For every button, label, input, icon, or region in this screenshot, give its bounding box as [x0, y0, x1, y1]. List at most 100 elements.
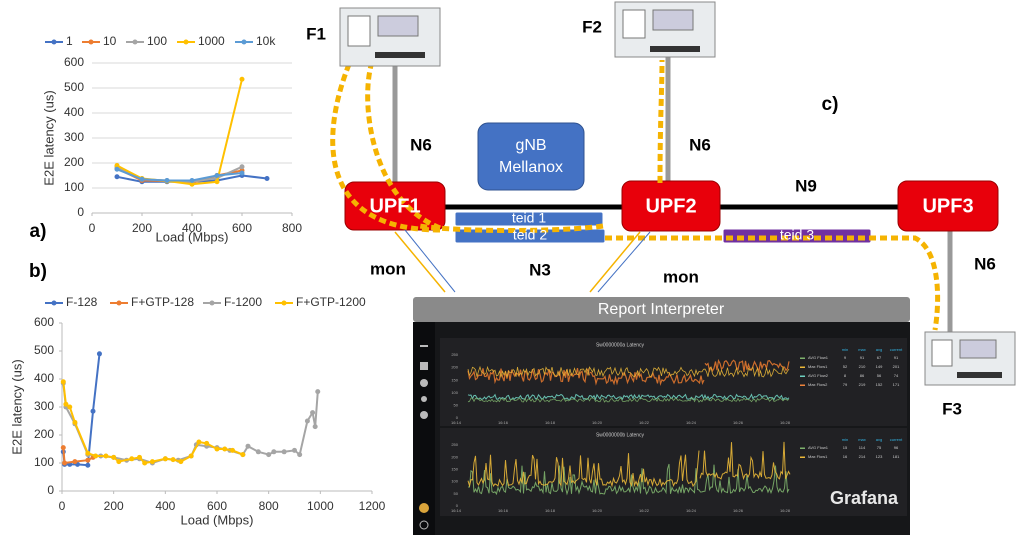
link-label: N6 — [410, 135, 432, 154]
axis-label: 16:18 — [545, 420, 556, 425]
panel-label: b) — [29, 261, 47, 282]
panel-title: Sw0000000a Latency — [596, 342, 645, 348]
point — [97, 351, 102, 356]
legend-swatch — [800, 448, 805, 450]
axis-label: 100 — [451, 390, 458, 395]
line — [117, 79, 242, 184]
server — [340, 8, 440, 66]
table-cell: 75 — [877, 445, 882, 450]
table-cell: 91 — [860, 355, 865, 360]
gnb-box — [478, 123, 584, 190]
legend-marker — [242, 40, 247, 45]
point — [271, 449, 276, 454]
y-axis-label: E2E latency (us) — [41, 90, 56, 185]
legend-marker — [52, 301, 57, 306]
interpreter-label: Report Interpreter — [598, 301, 725, 318]
table-cell: 181 — [893, 454, 900, 459]
gnb-label: gNB — [515, 137, 546, 154]
panel-label: a) — [30, 221, 47, 242]
point — [256, 449, 261, 454]
legend-marker — [184, 40, 189, 45]
server — [925, 332, 1015, 385]
panel-title: Sw0000000b Latency — [596, 432, 645, 438]
table-header: min — [842, 347, 848, 352]
point — [91, 409, 96, 414]
point — [315, 389, 320, 394]
point — [240, 77, 245, 82]
legend-marker — [117, 301, 122, 306]
mon-label: mon — [370, 259, 406, 278]
table-header: min — [842, 437, 848, 442]
point — [61, 379, 66, 384]
table-cell: AVG Flow2 — [808, 373, 829, 378]
point — [240, 452, 245, 457]
x-tick-label: 200 — [132, 221, 152, 235]
axis-label: 150 — [451, 466, 458, 471]
table-cell: 214 — [859, 454, 866, 459]
point — [204, 441, 209, 446]
y-tick-label: 400 — [64, 105, 84, 119]
x-axis-label: Load (Mbps) — [156, 229, 229, 244]
point — [61, 445, 66, 450]
point — [266, 452, 271, 457]
grafana-brand: Grafana — [830, 488, 899, 508]
table-cell: 74 — [894, 373, 899, 378]
point — [190, 178, 195, 183]
table-cell: AVG Flow1 — [808, 355, 829, 360]
legend-marker — [282, 301, 287, 306]
link-label: N3 — [529, 260, 551, 279]
axis-label: 16:28 — [780, 508, 791, 513]
y-axis-label: E2E latency (us) — [9, 359, 24, 454]
table-cell: 96 — [894, 445, 899, 450]
axis-label: 50 — [454, 402, 459, 407]
point — [140, 177, 145, 182]
y-tick-label: 600 — [34, 315, 54, 329]
table-cell: 79 — [843, 382, 848, 387]
point — [230, 448, 235, 453]
table-header: avg — [876, 437, 882, 442]
legend-marker — [133, 40, 138, 45]
x-tick-label: 800 — [282, 221, 302, 235]
point — [171, 457, 176, 462]
point — [282, 449, 287, 454]
axis-label: 100 — [451, 479, 458, 484]
legend-swatch — [800, 457, 805, 459]
point — [292, 448, 297, 453]
table-header: avg — [876, 347, 882, 352]
upf-label: UPF2 — [645, 195, 696, 217]
legend-label: 10 — [103, 34, 117, 48]
table-cell: Max Flow2 — [808, 382, 828, 387]
point — [297, 452, 302, 457]
figure: F1 F2 F3 c) UPF1 UPF2 UPF3 gNB Mellanox … — [0, 0, 1018, 535]
y-tick-label: 200 — [64, 155, 84, 169]
axis-label: 16:22 — [639, 420, 650, 425]
table-cell: 123 — [876, 454, 883, 459]
axis-label: 16:26 — [733, 420, 744, 425]
axis-label: 16:18 — [545, 508, 556, 513]
axis-label: 200 — [451, 454, 458, 459]
point — [240, 164, 245, 169]
x-tick-label: 800 — [259, 499, 279, 513]
gnb-label: Mellanox — [499, 159, 563, 176]
point — [85, 463, 90, 468]
link-label: N6 — [689, 135, 711, 154]
table-cell: Max Flow1 — [808, 454, 828, 459]
point — [310, 410, 315, 415]
mon-arrow — [405, 230, 455, 292]
mon-arrow — [598, 232, 650, 292]
axis-label: 250 — [451, 442, 458, 447]
table-header: current — [890, 437, 903, 442]
axis-label: 16:16 — [498, 508, 509, 513]
point — [240, 171, 245, 176]
point — [115, 174, 120, 179]
legend-label: 1 — [66, 34, 73, 48]
axis-label: 50 — [454, 491, 459, 496]
point — [150, 459, 155, 464]
link-label: N9 — [795, 176, 817, 195]
point — [103, 454, 108, 459]
y-tick-label: 0 — [77, 205, 84, 219]
table-cell: 171 — [893, 382, 900, 387]
point — [67, 405, 72, 410]
axis-label: 16:16 — [498, 420, 509, 425]
